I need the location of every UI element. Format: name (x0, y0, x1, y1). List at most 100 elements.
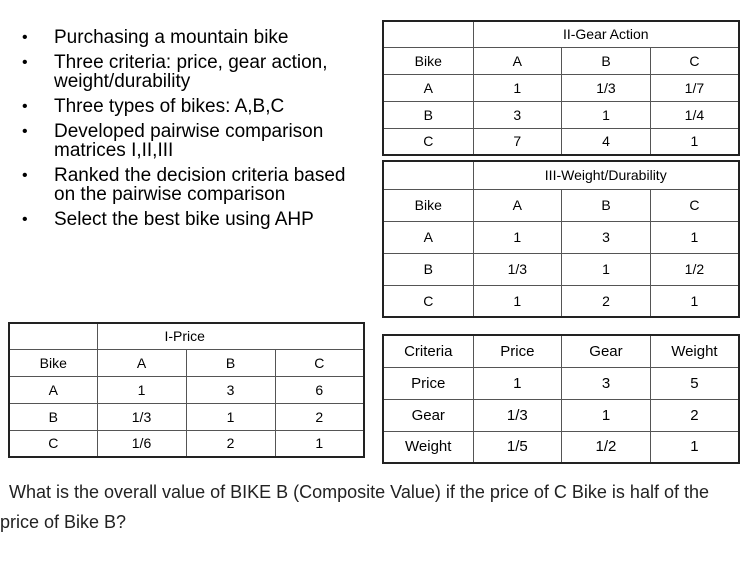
table-cell: B (382, 252, 474, 286)
table-cell: 1/4 (649, 100, 740, 129)
bullet-dot: • (22, 29, 28, 46)
table-cell: B (382, 100, 474, 129)
bullet-item: • Three types of bikes: A,B,C (22, 96, 285, 117)
table-cell: Gear (382, 398, 474, 432)
column-header: Price (472, 334, 563, 368)
column-header: A (96, 348, 187, 377)
column-header: A (472, 46, 563, 75)
bullet-dot: • (22, 167, 28, 184)
question-text: What is the overall value of BIKE B (Com… (0, 482, 709, 532)
table-row: A 1 1/3 1/7 (382, 73, 740, 102)
price-table: I-Price Bike A B C A 1 3 6 B 1/3 1 2 C 1… (8, 322, 365, 458)
column-header: Gear (561, 334, 651, 368)
table-cell: B (8, 402, 98, 431)
table-cell: 2 (274, 402, 365, 431)
column-header: Weight (649, 334, 740, 368)
column-header: B (561, 188, 651, 222)
bullet-list: • Purchasing a mountain bike • Three crite… (22, 28, 362, 235)
table-cell: 3 (561, 220, 651, 254)
table-row: A 1 3 6 (8, 375, 365, 404)
bullet-dot: • (22, 54, 28, 71)
table-title: I-Price (96, 322, 365, 350)
bullet-item: • Developed pairwise comparison matrices … (22, 121, 324, 161)
table-header-row: Bike A B C (8, 348, 365, 377)
table-cell: 2 (561, 284, 651, 318)
column-header: C (649, 188, 740, 222)
table-cell: A (8, 375, 98, 404)
table-cell: 2 (185, 429, 276, 458)
table-cell: Weight (382, 430, 474, 464)
bullet-dot: • (22, 123, 28, 140)
table-cell: 1/2 (561, 430, 651, 464)
weight-durability-table: III-Weight/Durability Bike A B C A 1 3 1… (382, 160, 740, 318)
table-cell: 1/5 (472, 430, 563, 464)
table-cell: 3 (561, 366, 651, 400)
table-cell: 1/3 (561, 73, 651, 102)
table-cell: 1/3 (472, 398, 563, 432)
table-title: III-Weight/Durability (472, 160, 740, 190)
column-header: Bike (382, 46, 474, 75)
table-cell: 1/3 (472, 252, 563, 286)
table-cell: 1 (472, 220, 563, 254)
table-row: C 1/6 2 1 (8, 429, 365, 458)
table-cell: 1 (274, 429, 365, 458)
table-cell: 2 (649, 398, 740, 432)
table-cell: C (382, 284, 474, 318)
table-header-row: Bike A B C (382, 188, 740, 222)
table-cell: Price (382, 366, 474, 400)
table-cell: A (382, 220, 474, 254)
table-cell: 5 (649, 366, 740, 400)
table-cell: 1 (649, 127, 740, 156)
column-header: C (274, 348, 365, 377)
table-cell: 3 (185, 375, 276, 404)
bullet-item: • Select the best bike using AHP (22, 209, 314, 230)
table-cell: 3 (472, 100, 563, 129)
table-cell: 1 (649, 430, 740, 464)
column-header: B (185, 348, 276, 377)
bullet-dot: • (22, 211, 28, 228)
table-cell: 1 (96, 375, 187, 404)
column-header: Criteria (382, 334, 474, 368)
column-header: Bike (382, 188, 474, 222)
bullet-dot: • (22, 98, 28, 115)
table-row: B 1/3 1 1/2 (382, 252, 740, 286)
table-header-row: Criteria Price Gear Weight (382, 334, 740, 368)
table-cell: 7 (472, 127, 563, 156)
column-header: B (561, 46, 651, 75)
table-row: Weight 1/5 1/2 1 (382, 430, 740, 464)
table-cell: 1/2 (649, 252, 740, 286)
column-header: C (649, 46, 740, 75)
table-cell: 1 (472, 366, 563, 400)
bullet-item: • Purchasing a mountain bike (22, 27, 289, 48)
table-cell: 1/3 (96, 402, 187, 431)
table-title: II-Gear Action (472, 20, 740, 48)
table-row: B 3 1 1/4 (382, 100, 740, 129)
criteria-table: Criteria Price Gear Weight Price 1 3 5 G… (382, 334, 740, 464)
table-cell: 1/6 (96, 429, 187, 458)
table-row: A 1 3 1 (382, 220, 740, 254)
bullet-item: • Ranked the decision criteria based on t… (22, 165, 346, 205)
table-cell: C (8, 429, 98, 458)
table-row: C 1 2 1 (382, 284, 740, 318)
table-cell: 1 (561, 398, 651, 432)
table-row: B 1/3 1 2 (8, 402, 365, 431)
column-header: A (472, 188, 563, 222)
table-row: Gear 1/3 1 2 (382, 398, 740, 432)
table-cell: 1/7 (649, 73, 740, 102)
table-cell: 1 (561, 252, 651, 286)
column-header: Bike (8, 348, 98, 377)
table-cell: 4 (561, 127, 651, 156)
table-cell: A (382, 73, 474, 102)
table-header-row: Bike A B C (382, 46, 740, 75)
table-cell: 1 (185, 402, 276, 431)
table-cell: 1 (472, 73, 563, 102)
table-cell: 1 (561, 100, 651, 129)
table-cell: 1 (649, 220, 740, 254)
table-cell: C (382, 127, 474, 156)
table-cell: 1 (649, 284, 740, 318)
table-row: C 7 4 1 (382, 127, 740, 156)
table-cell: 1 (472, 284, 563, 318)
table-cell: 6 (274, 375, 365, 404)
gear-action-table: II-Gear Action Bike A B C A 1 1/3 1/7 B … (382, 20, 740, 156)
table-row: Price 1 3 5 (382, 366, 740, 400)
